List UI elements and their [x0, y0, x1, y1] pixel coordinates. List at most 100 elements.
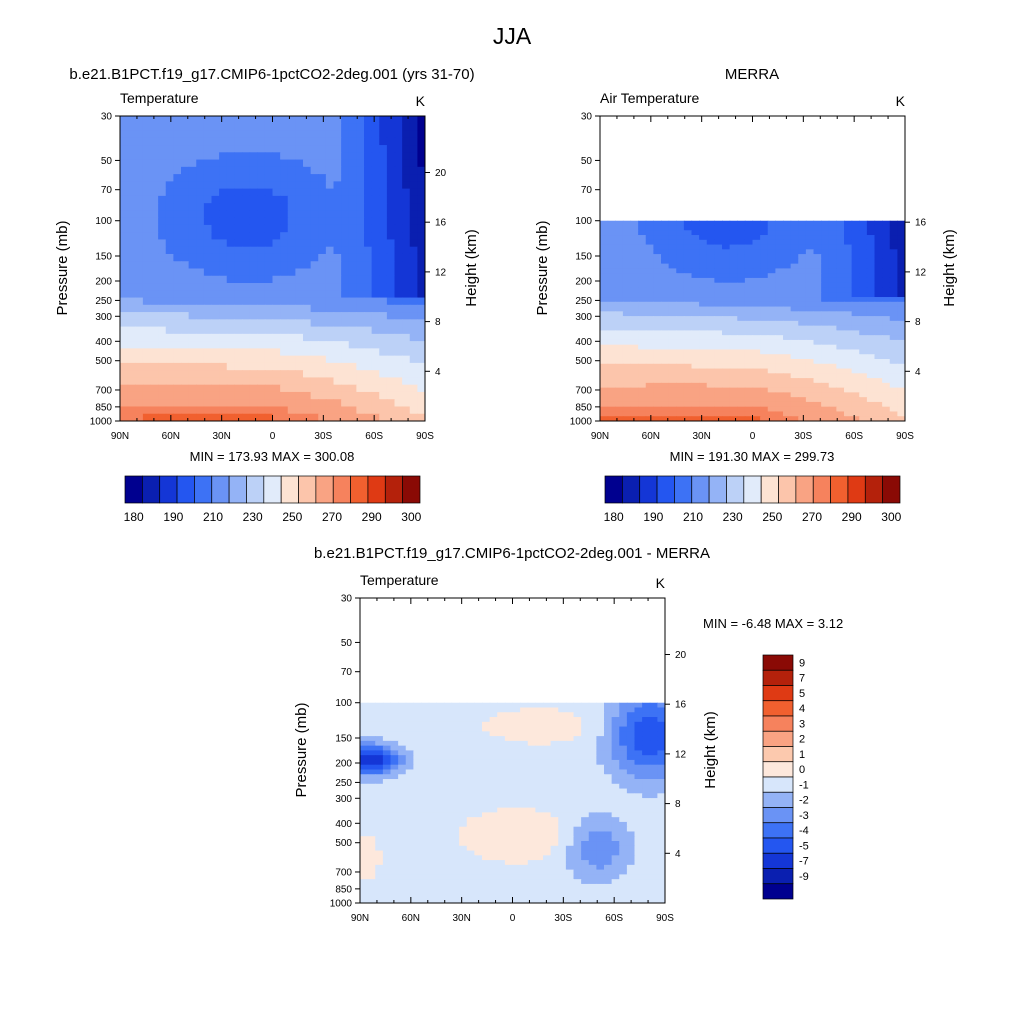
field-cell: [467, 812, 475, 817]
field-cell: [398, 779, 406, 784]
field-cell: [806, 283, 814, 288]
field-cell: [257, 174, 265, 182]
field-cell: [814, 354, 822, 359]
field-cell: [745, 383, 753, 388]
field-cell: [707, 359, 715, 364]
field-cell: [364, 167, 372, 175]
field-cell: [402, 261, 410, 269]
field-cell: [166, 334, 174, 342]
field-cell: [151, 152, 159, 160]
field-cell: [311, 261, 319, 269]
field-cell: [581, 760, 589, 765]
field-cell: [257, 370, 265, 378]
field-cell: [234, 290, 242, 298]
field-cell: [669, 364, 677, 369]
colorbar-swatch: [142, 476, 159, 503]
units-label-diff: K: [656, 575, 666, 591]
field-cell: [257, 232, 265, 240]
field-cell: [623, 388, 631, 393]
field-cell: [692, 397, 700, 402]
field-cell: [398, 774, 406, 779]
field-cell: [128, 392, 136, 400]
field-cell: [638, 240, 646, 245]
field-cell: [311, 232, 319, 240]
field-cell: [143, 261, 151, 269]
field-cell: [166, 363, 174, 371]
field-cell: [867, 330, 875, 335]
field-cell: [775, 326, 783, 331]
field-cell: [406, 760, 414, 765]
field-cell: [326, 392, 334, 400]
field-cell: [364, 334, 372, 342]
field-cell: [467, 750, 475, 755]
field-cell: [166, 341, 174, 349]
field-cell: [600, 383, 608, 388]
field-cell: [806, 264, 814, 269]
field-cell: [417, 319, 425, 327]
field-cell: [528, 769, 536, 774]
field-cell: [189, 348, 197, 356]
y-tick-label: 250: [95, 296, 112, 307]
field-cell: [387, 196, 395, 204]
field-cell: [836, 221, 844, 226]
field-cell: [482, 769, 490, 774]
field-cell: [543, 731, 551, 736]
field-cell: [273, 356, 281, 364]
field-cell: [882, 340, 890, 345]
field-cell: [882, 245, 890, 250]
field-cell: [829, 254, 837, 259]
field-cell: [897, 316, 905, 321]
field-cell: [459, 803, 467, 808]
field-cell: [707, 249, 715, 254]
field-cell: [859, 392, 867, 397]
field-cell: [326, 145, 334, 153]
field-cell: [646, 340, 654, 345]
field-cell: [596, 827, 604, 832]
field-cell: [627, 755, 635, 760]
field-cell: [288, 312, 296, 320]
field-cell: [360, 703, 368, 708]
field-cell: [535, 707, 543, 712]
field-cell: [413, 746, 421, 751]
field-cell: [714, 402, 722, 407]
field-cell: [379, 131, 387, 139]
field-cell: [875, 297, 883, 302]
field-cell: [204, 160, 212, 168]
field-cell: [653, 307, 661, 312]
field-cell: [646, 411, 654, 416]
field-cell: [189, 312, 197, 320]
field-cell: [798, 354, 806, 359]
field-cell: [558, 851, 566, 856]
field-cell: [166, 174, 174, 182]
field-cell: [836, 240, 844, 245]
colorbar-swatch: [194, 476, 211, 503]
field-cell: [406, 727, 414, 732]
field-cell: [635, 812, 643, 817]
field-cell: [173, 276, 181, 284]
field-cell: [566, 755, 574, 760]
field-cell: [745, 359, 753, 364]
field-cell: [120, 261, 128, 269]
field-cell: [395, 370, 403, 378]
field-cell: [429, 822, 437, 827]
field-cell: [444, 784, 452, 789]
field-cell: [897, 240, 905, 245]
field-cell: [798, 297, 806, 302]
field-cell: [250, 370, 258, 378]
field-cell: [783, 364, 791, 369]
field-cell: [379, 298, 387, 306]
field-cell: [375, 812, 383, 817]
field-cell: [189, 203, 197, 211]
field-cell: [417, 377, 425, 385]
field-cell: [227, 247, 235, 255]
field-cell: [158, 160, 166, 168]
field-cell: [768, 335, 776, 340]
field-cell: [566, 760, 574, 765]
field-cell: [482, 707, 490, 712]
field-cell: [143, 363, 151, 371]
field-cell: [173, 239, 181, 247]
field-cell: [551, 841, 559, 846]
field-cell: [383, 727, 391, 732]
field-cell: [646, 349, 654, 354]
